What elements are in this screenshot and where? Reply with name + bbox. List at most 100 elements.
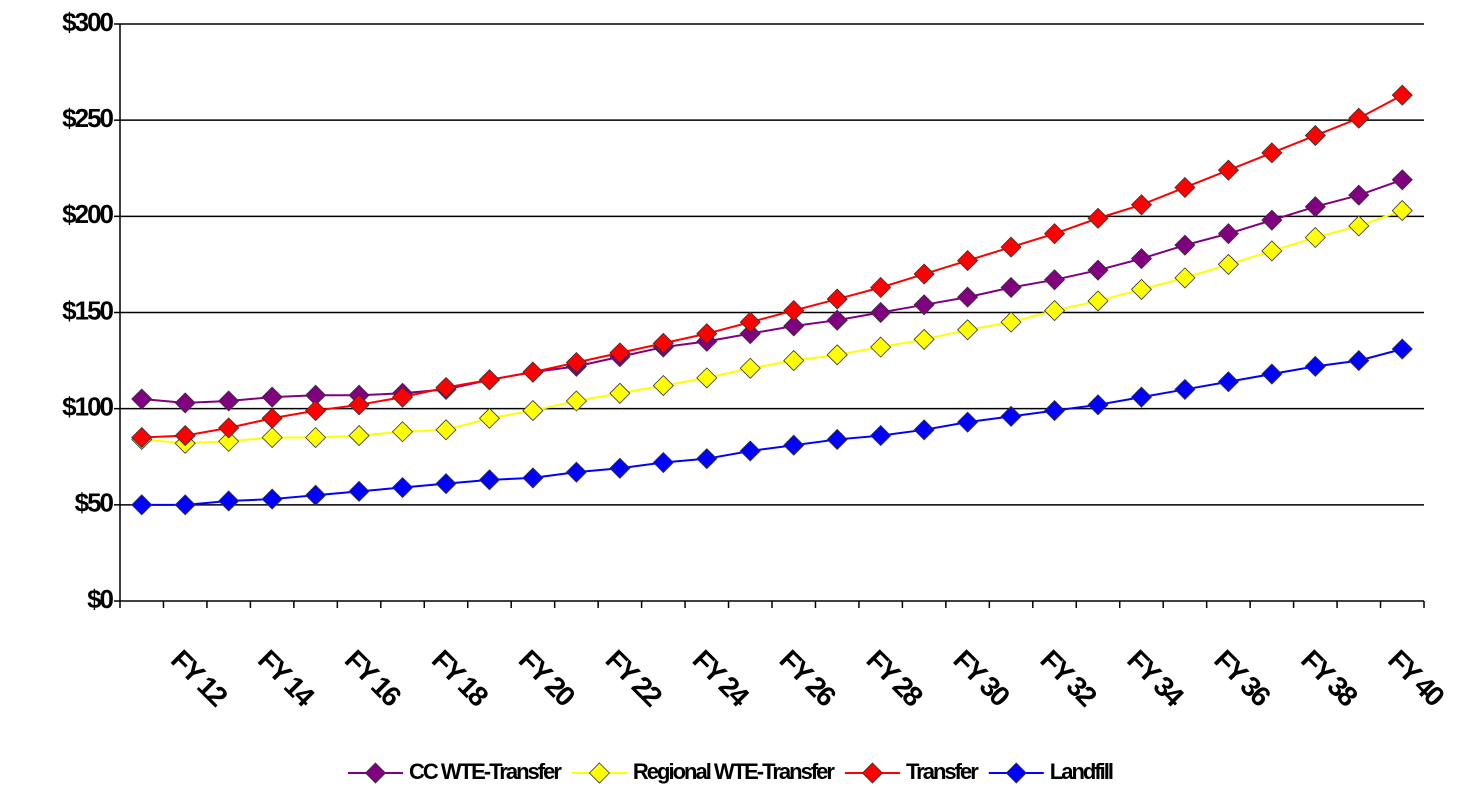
data-point [1217, 253, 1239, 275]
y-tick-label: $0 [87, 584, 113, 614]
data-point [696, 448, 718, 470]
data-point [1348, 107, 1370, 129]
data-point [1391, 84, 1413, 106]
data-point [1217, 159, 1239, 181]
data-point [783, 434, 805, 456]
data-point [739, 311, 761, 333]
data-point [305, 484, 327, 506]
data-point [1043, 400, 1066, 422]
data-point [1304, 196, 1326, 218]
data-point [348, 480, 370, 502]
data-point [1304, 226, 1326, 249]
data-point [1000, 236, 1022, 258]
data-point [478, 407, 501, 429]
data-point [826, 309, 848, 331]
legend-marker [1005, 762, 1027, 784]
x-tick-label: FY 30 [947, 644, 1015, 712]
data-point [565, 390, 587, 412]
data-point [348, 394, 370, 416]
data-point [131, 388, 153, 410]
data-point [435, 419, 457, 441]
data-point [1304, 124, 1326, 147]
x-tick-label: FY 18 [426, 644, 494, 712]
data-point [435, 376, 457, 399]
data-point [1000, 405, 1022, 427]
data-point [957, 319, 979, 341]
data-point [609, 382, 631, 404]
x-tick-label: FY 38 [1295, 644, 1363, 712]
data-point [870, 301, 892, 324]
x-tick-label: FY 36 [1208, 644, 1276, 712]
data-point [435, 473, 457, 495]
data-point [1087, 259, 1109, 281]
data-point [1174, 234, 1196, 256]
data-point [1391, 338, 1413, 360]
data-point [1217, 371, 1239, 393]
x-tick-label: FY 12 [165, 644, 233, 712]
data-point [652, 451, 674, 474]
data-point [609, 457, 631, 479]
data-point [1174, 267, 1196, 289]
data-point [957, 250, 979, 272]
data-point [652, 332, 674, 354]
x-tick-label: FY 34 [1121, 644, 1190, 713]
data-point [783, 350, 805, 372]
data-point [478, 369, 501, 391]
legend-label: Regional WTE-Transfer [633, 759, 835, 784]
y-tick-label: $300 [62, 7, 113, 37]
data-point [1304, 355, 1326, 377]
data-point [1348, 184, 1370, 206]
data-point [1348, 215, 1370, 237]
data-point [218, 390, 240, 412]
legend-marker [588, 762, 610, 784]
data-point [218, 417, 240, 439]
data-point [174, 392, 196, 414]
data-point [261, 386, 283, 408]
data-point [305, 400, 327, 422]
data-point [652, 375, 674, 397]
data-point [218, 430, 240, 452]
data-point [696, 367, 718, 389]
data-point [1174, 176, 1196, 199]
x-tick-label: FY 40 [1382, 644, 1450, 712]
data-point [609, 342, 631, 364]
x-tick-label: FY 26 [774, 644, 842, 712]
data-point [261, 407, 283, 429]
y-tick-label: $50 [75, 488, 114, 518]
data-point [131, 426, 153, 449]
x-tick-label: FY 16 [339, 644, 407, 712]
data-point [739, 357, 761, 379]
data-point [522, 361, 544, 383]
series-line [141, 178, 1403, 404]
data-point [478, 469, 501, 491]
legend-label: CC WTE-Transfer [409, 759, 562, 784]
data-point [1130, 248, 1153, 270]
data-point [739, 440, 761, 462]
data-point [218, 490, 240, 512]
data-point [305, 426, 327, 449]
data-point [261, 426, 283, 449]
data-point [1174, 378, 1196, 400]
data-point [1261, 240, 1283, 262]
legend-label: Landfill [1050, 759, 1113, 784]
data-point [348, 425, 370, 447]
x-tick-label: FY 28 [860, 644, 928, 712]
data-point [1217, 223, 1239, 245]
data-point [391, 476, 414, 499]
data-point [565, 461, 587, 483]
data-point [1130, 386, 1153, 408]
data-point [783, 315, 805, 337]
data-point [826, 428, 848, 451]
x-tick-label: FY 22 [600, 644, 668, 712]
data-point [1348, 350, 1370, 372]
data-point [1391, 199, 1413, 222]
data-point [913, 294, 935, 316]
legend-label: Transfer [906, 759, 979, 784]
data-point [957, 286, 979, 308]
data-point [1130, 278, 1153, 300]
data-point [957, 411, 979, 433]
data-point [1043, 300, 1066, 322]
x-tick-label: FY 24 [687, 644, 756, 713]
x-tick-label: FY 14 [252, 644, 321, 713]
